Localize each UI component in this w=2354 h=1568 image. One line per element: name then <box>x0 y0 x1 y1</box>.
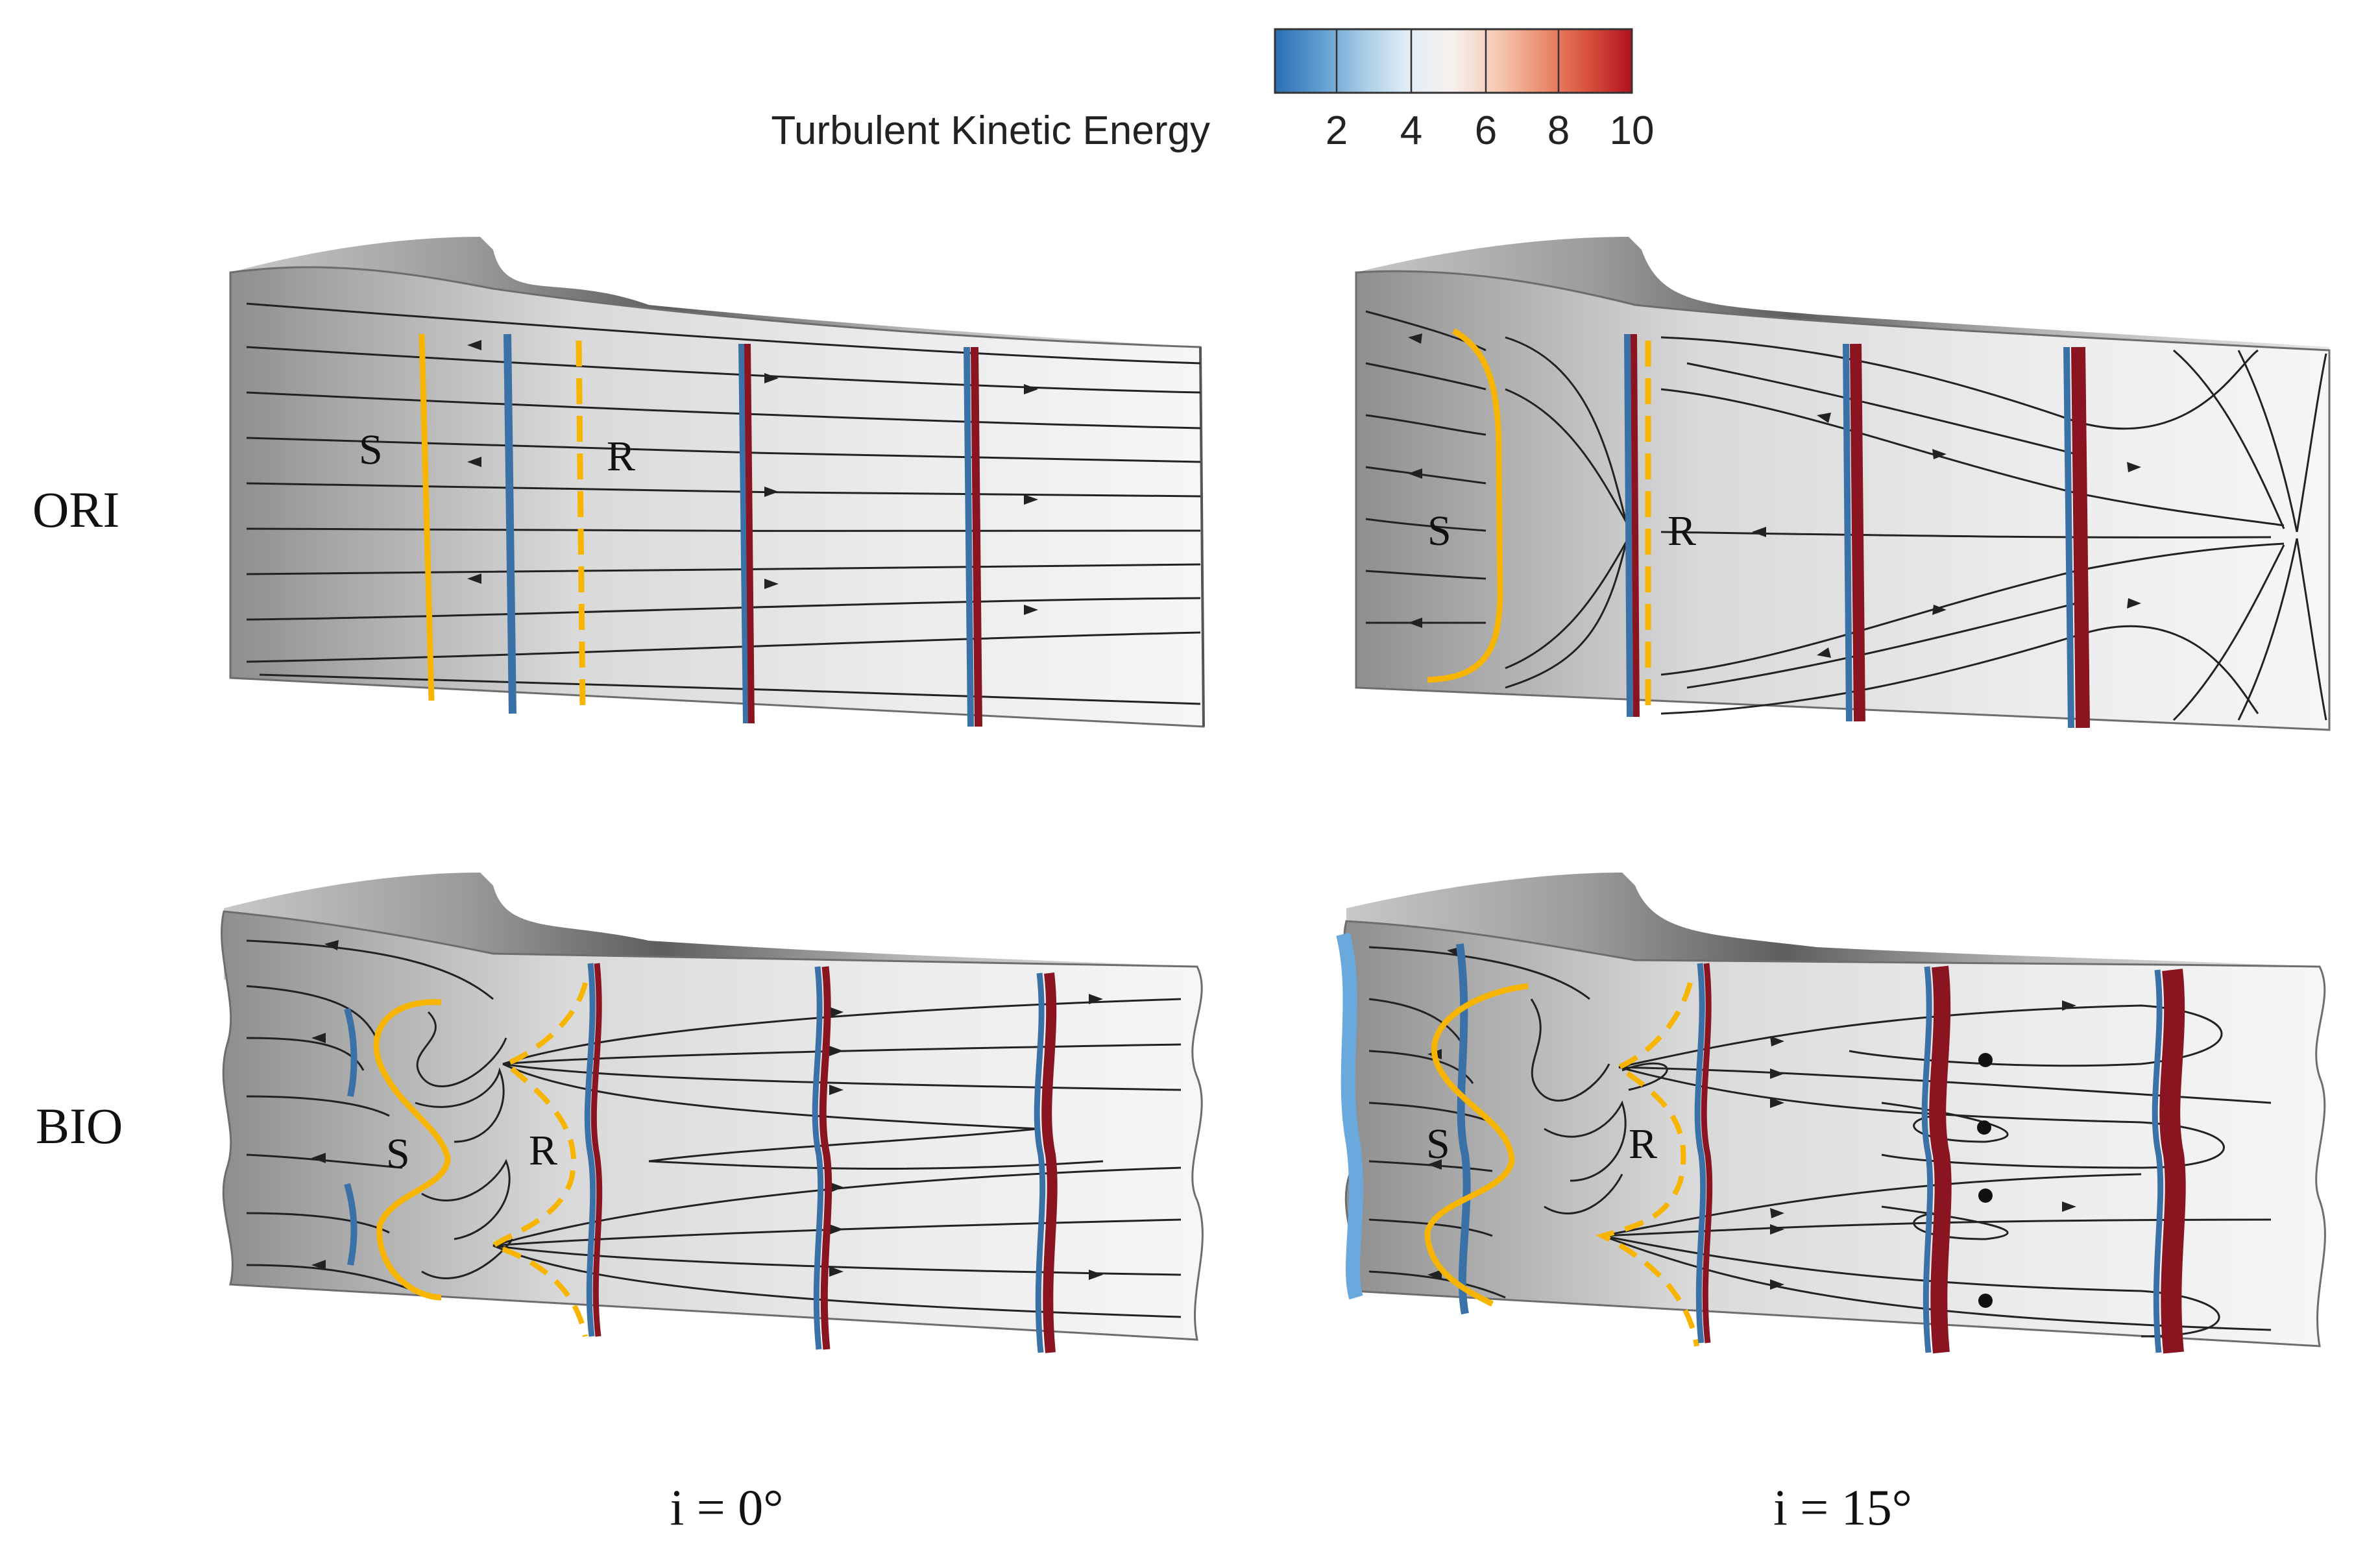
blade-surface <box>229 266 1205 728</box>
reattachment-marker: R <box>607 433 635 480</box>
tke-band-low <box>344 1183 358 1266</box>
tke-band-high <box>590 963 603 1337</box>
tke-band-low <box>584 963 596 1337</box>
reattachment-line <box>1596 982 1699 1347</box>
tke-band <box>812 966 824 1350</box>
blade-trailing-edge <box>1199 346 1205 727</box>
reattachment-marker: R <box>529 1127 557 1174</box>
reattachment-line <box>487 982 588 1337</box>
row-label-bio: BIO <box>36 1098 123 1154</box>
column-label-i15: i = 15° <box>1773 1479 1912 1536</box>
tke-band-low <box>504 333 516 714</box>
row-label-ori: ORI <box>32 481 119 538</box>
tke-band-low <box>1624 333 1633 718</box>
tke-band-high <box>2159 969 2186 1354</box>
colorbar-tick-label: 4 <box>1400 108 1422 153</box>
colorbar-title: Turbulent Kinetic Energy <box>771 108 1210 153</box>
tke-band-low <box>344 1007 358 1097</box>
panel-bio-i15: S R <box>1336 873 2326 1354</box>
streamline-arrows <box>1408 333 2141 658</box>
colorbar-tick-label: 2 <box>1326 108 1348 153</box>
tke-band <box>1921 966 1934 1353</box>
column-label-i0: i = 0° <box>670 1479 784 1536</box>
tke-band-high <box>1850 343 1865 722</box>
tke-band-high <box>971 346 982 727</box>
separation-line <box>373 999 451 1301</box>
tke-band-high <box>1041 972 1058 1353</box>
separation-line <box>419 333 435 701</box>
tke-band <box>738 343 749 724</box>
panel-ori-i0: S R <box>229 237 1205 728</box>
tke-band-high <box>1631 333 1640 718</box>
panel-bio-i0: S R <box>221 873 1204 1353</box>
colorbar: Turbulent Kinetic Energy 2 4 6 8 10 <box>771 28 1655 153</box>
separation-line <box>1427 328 1503 683</box>
streamlines <box>1368 946 2272 1338</box>
tke-band-low <box>1694 963 1706 1344</box>
panel-ori-i15: S R <box>1355 237 2331 731</box>
colorbar-tick-label: 6 <box>1475 108 1497 153</box>
tke-band-high <box>819 966 832 1350</box>
tke-band-high <box>1929 965 1952 1354</box>
separation-marker: S <box>1426 1120 1450 1168</box>
tke-band-high <box>2071 346 2090 729</box>
tke-band <box>1843 343 1852 722</box>
tke-band <box>964 346 974 727</box>
streamline-arrows <box>467 340 1038 615</box>
blade-surface <box>221 910 1204 1341</box>
separation-line <box>1424 983 1529 1307</box>
separation-marker: S <box>359 426 383 474</box>
separation-marker: S <box>1427 507 1451 555</box>
reattachment-line <box>576 340 586 711</box>
reattachment-marker: R <box>1668 507 1696 555</box>
tke-band <box>2063 346 2074 729</box>
colorbar-tick-label: 10 <box>1610 108 1655 153</box>
tke-band <box>1034 972 1046 1353</box>
colorbar-gradient <box>1274 28 1633 94</box>
streamlines <box>1365 310 2327 721</box>
vortex-foci <box>1977 1053 1993 1308</box>
colorbar-tick-label: 8 <box>1547 108 1570 153</box>
tke-band-low <box>1456 943 1471 1315</box>
tke-band-high <box>1701 963 1713 1344</box>
tke-band-high <box>744 343 755 724</box>
separation-marker: S <box>386 1130 410 1177</box>
reattachment-marker: R <box>1629 1120 1657 1168</box>
streamline-arrows <box>311 940 1103 1280</box>
streamlines <box>246 302 1201 705</box>
leading-edge-tke <box>1336 932 1363 1300</box>
tke-band <box>2152 969 2164 1353</box>
